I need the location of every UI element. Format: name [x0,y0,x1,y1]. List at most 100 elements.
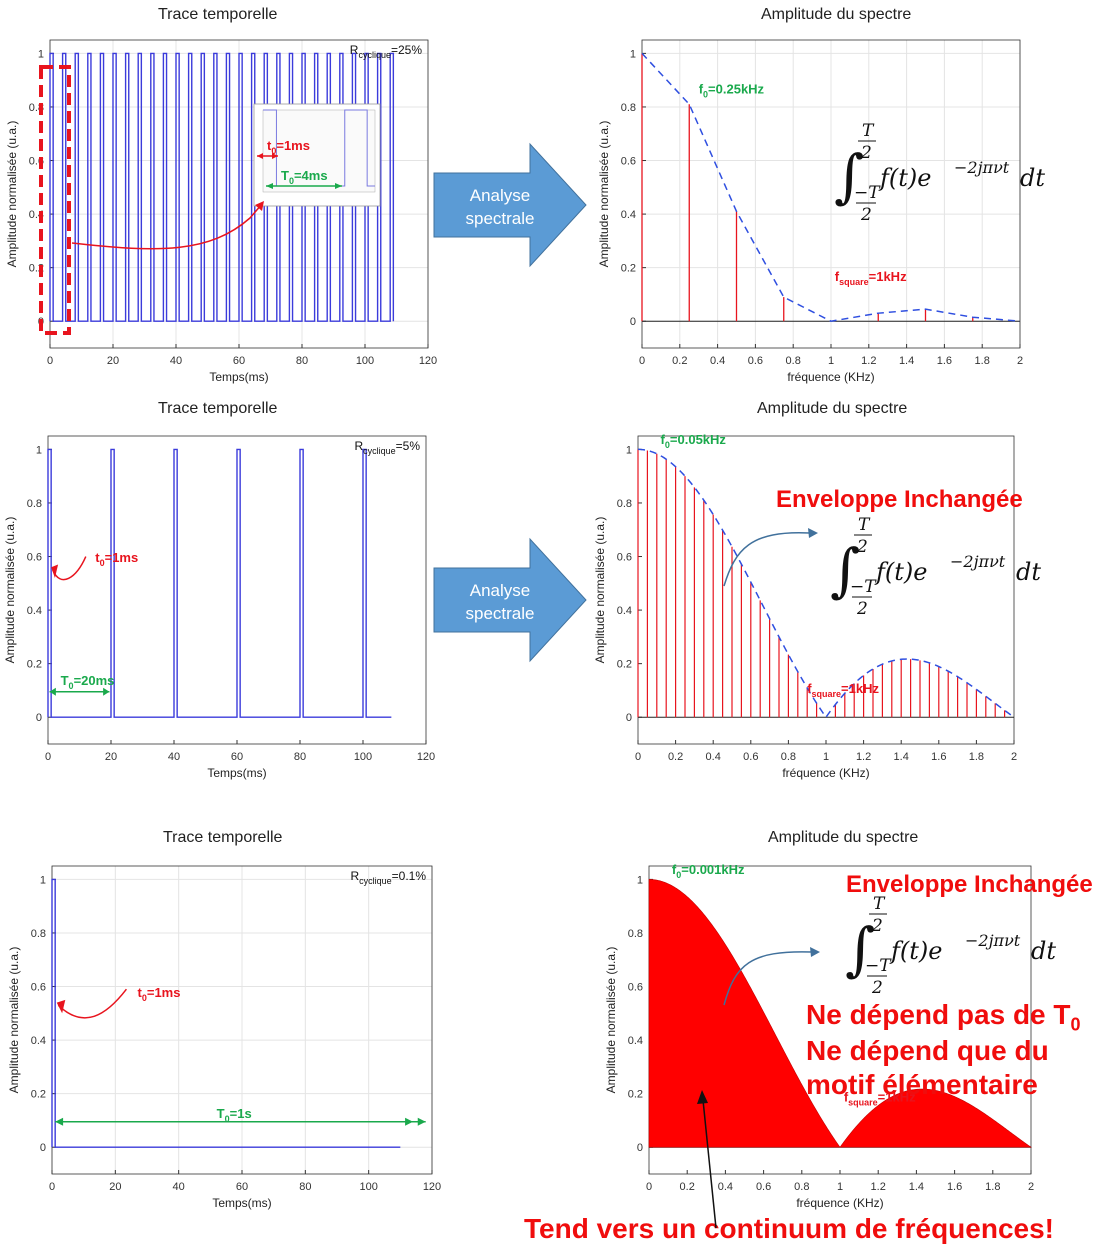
x-tick-label-2: 40 [170,355,182,367]
zoom-arrow-head [255,201,264,211]
x-tick-label-1: 0.2 [672,355,687,367]
panel-title-s2: Amplitude du spectre [757,400,908,417]
inset-t0-label: t0=1ms [267,138,310,156]
spectrum-chart-2: 0 0.2 0.4 0.6 0.8 1 1.2 1.4 1.6 1.8 2 0 0.2 0.4 0.6 0.8… [593,432,1017,780]
x-tick-label-5: 1 [823,751,829,763]
y-tick-label-4: 0.8 [617,498,632,510]
x-tick-label-4: 80 [296,355,308,367]
x-tick-label-6: 1.2 [871,1181,886,1193]
x-axis-label: fréquence (KHz) [796,1196,883,1210]
panel-title-t2: Trace temporelle [158,400,278,417]
x-tick-label-3: 0.6 [756,1181,771,1193]
only-depends-line2: Ne dépend que du [806,1035,1049,1066]
y-tick-label-5: 1 [40,874,46,886]
fsquare-label: fsquare=1kHz [807,681,879,699]
x-tick-label-7: 1.4 [899,355,914,367]
x-tick-label-3: 60 [233,355,245,367]
lower-limit-T: −T [850,577,877,597]
y-tick-label-3: 0.6 [628,982,643,994]
exponent: −2jπνt [954,158,1010,177]
y-tick-label-0: 0 [626,712,632,724]
T0-head-left [49,687,56,696]
upper-limit-T: T [873,894,886,914]
t0-label: t0=1ms [138,985,181,1003]
y-tick-label-1: 0.2 [621,263,636,275]
y-tick-label-1: 0.2 [31,1089,46,1101]
differential: dt [1016,558,1041,586]
y-tick-label-3: 0.6 [27,552,42,564]
x-tick-label-5: 100 [354,751,372,763]
upper-limit-2: 2 [871,916,883,936]
pulse-train-line [51,878,401,1148]
x-tick-label-4: 0.8 [781,751,796,763]
y-tick-label-5: 1 [637,874,643,886]
inset-pulse [263,109,375,187]
x-tick-label-7: 1.4 [909,1181,924,1193]
y-tick-label-0: 0 [36,712,42,724]
T0-label: T0=20ms [61,673,115,691]
y-tick-label-4: 0.8 [27,498,42,510]
y-axis-label: Amplitude normalisée (u.a.) [593,517,607,664]
y-tick-label-5: 1 [38,48,44,60]
fourier-formula-2: ∫T2−T2f(t)e −2jπνt dt [830,515,1041,619]
x-tick-label-4: 0.8 [794,1181,809,1193]
y-tick-label-4: 0.8 [31,928,46,940]
y-tick-label-3: 0.6 [31,982,46,994]
integral-sign: ∫ [845,915,875,983]
spectrum-chart-1: 0 0.2 0.4 0.6 0.8 1 1.2 1.4 1.6 1.8 2 0 0.2 0.4 0.6 0.8… [597,39,1023,384]
x-tick-label-8: 1.6 [947,1181,962,1193]
spectrum-envelope [641,52,1021,322]
panel-title-s1: Amplitude du spectre [761,6,912,23]
analysis-arrow-2: Analyse spectrale [433,537,587,663]
differential: dt [1020,164,1045,192]
y-axis-label: Amplitude normalisée (u.a.) [7,947,21,1094]
x-tick-label-6: 120 [419,355,437,367]
not-depend-line1: Ne dépend pas de T [806,999,1071,1030]
x-tick-label-5: 1 [837,1181,843,1193]
time-trace-chart-3: 0 20 40 60 80 100 120 0 0.2 0.4 0.6 0.8 1 Temps(ms) Am… [7,865,441,1210]
y-axis-label: Amplitude normalisée (u.a.) [604,947,618,1094]
x-tick-label-5: 100 [356,355,374,367]
not-depend-sub: 0 [1070,1014,1081,1035]
lower-limit-T: −T [854,183,881,203]
arrow-shape-2 [433,537,587,663]
envelope-unchanged-label-2: Enveloppe Inchangée [846,871,1093,898]
y-tick-label-2: 0.4 [31,1035,46,1047]
T0-head-right-2 [405,1117,413,1126]
y-tick-label-0: 0 [630,316,636,328]
y-tick-label-2: 0.4 [621,209,636,221]
x-tick-label-3: 0.6 [748,355,763,367]
upper-limit-2: 2 [856,537,868,557]
inset-t0-head-right [272,153,278,159]
t0-label: t0=1ms [95,550,138,568]
spectrum-continuum-area [648,879,1032,1148]
y-tick-label-1: 0.2 [628,1089,643,1101]
t0-arrow [57,988,128,1019]
duty-cycle-label: Rcyclique=0.1% [350,869,426,886]
f0-label: f0=0.25kHz [699,82,765,100]
pulse-train-line [47,448,392,718]
x-tick-label-1: 0.2 [680,1181,695,1193]
exponent: −2jπνt [965,931,1021,950]
x-tick-label-2: 0.4 [710,355,725,367]
x-tick-label-4: 0.8 [786,355,801,367]
y-tick-label-5: 1 [626,444,632,456]
x-tick-label-0: 0 [49,1181,55,1193]
differential: dt [1031,937,1056,965]
x-axis-label: Temps(ms) [212,1196,271,1210]
upper-limit-T: T [858,515,871,535]
fourier-formula-3: ∫T2−T2f(t)e −2jπνt dt [845,894,1056,998]
y-tick-label-0: 0 [637,1142,643,1154]
y-tick-label-3: 0.6 [617,552,632,564]
x-tick-label-3: 0.6 [743,751,758,763]
fourier-formula-1: ∫T2−T2f(t)e −2jπνt dt [834,121,1045,225]
x-tick-label-3: 60 [231,751,243,763]
not-depend-t0-label: Ne dépend pas de T0 [806,999,1081,1036]
arrow-label-1a: Analyse [470,186,530,205]
x-tick-label-6: 1.2 [856,751,871,763]
x-tick-label-9: 1.8 [975,355,990,367]
integral-sign: ∫ [830,536,860,604]
time-trace-chart-2: 0 20 40 60 80 100 120 0 0.2 0.4 0.6 0.8 1 Temps(ms) Am… [3,435,435,780]
x-tick-label-0: 0 [635,751,641,763]
x-tick-label-1: 20 [109,1181,121,1193]
